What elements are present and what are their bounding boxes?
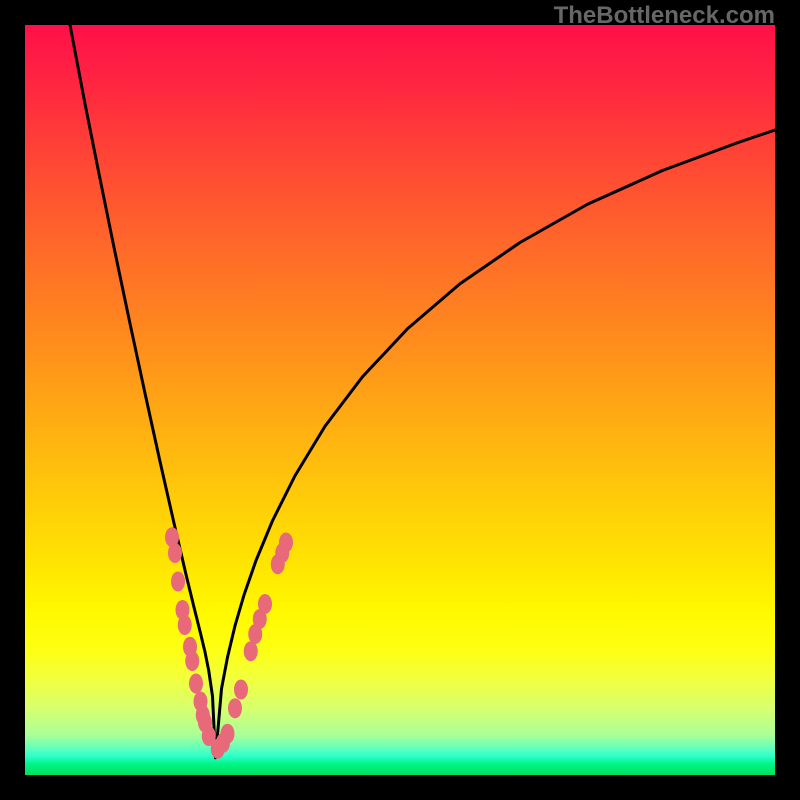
data-marker — [234, 680, 248, 700]
data-marker — [178, 615, 192, 635]
data-marker — [228, 698, 242, 718]
gradient-background — [25, 25, 775, 775]
data-marker — [244, 641, 258, 661]
chart-frame: TheBottleneck.com — [0, 0, 800, 800]
data-marker — [258, 594, 272, 614]
plot-area — [25, 25, 775, 775]
data-marker — [189, 674, 203, 694]
data-marker — [168, 543, 182, 563]
watermark-text: TheBottleneck.com — [554, 2, 775, 30]
data-marker — [171, 572, 185, 592]
plot-svg — [25, 25, 775, 775]
data-marker — [221, 724, 235, 744]
data-marker — [279, 533, 293, 553]
data-marker — [185, 651, 199, 671]
